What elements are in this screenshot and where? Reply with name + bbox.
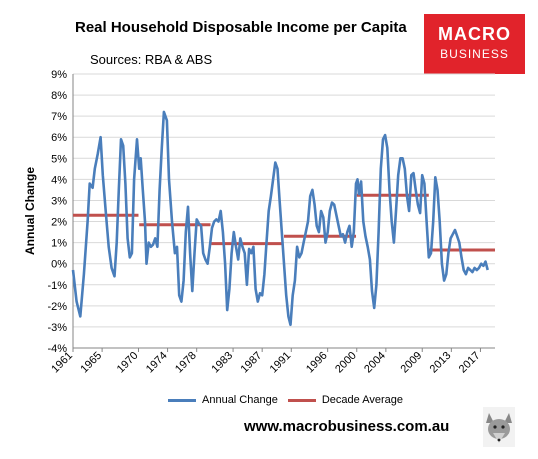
x-tick-label: 1965 bbox=[78, 350, 104, 376]
y-tick-label: 5% bbox=[51, 153, 67, 165]
x-tick-label: 1991 bbox=[268, 350, 294, 376]
y-tick-label: -4% bbox=[47, 343, 67, 355]
chart-subtitle: Sources: RBA & ABS bbox=[90, 52, 213, 67]
x-tick-label: 1974 bbox=[144, 350, 170, 376]
legend-item-annual-change: Annual Change bbox=[168, 394, 278, 406]
y-tick-label: 6% bbox=[51, 132, 67, 144]
x-tick-label: 1983 bbox=[209, 350, 235, 376]
x-tick-label: 1987 bbox=[238, 350, 264, 376]
chart-title: Real Household Disposable Income per Cap… bbox=[75, 19, 407, 36]
legend-label-decade-average: Decade Average bbox=[321, 394, 403, 406]
y-tick-label: 4% bbox=[51, 174, 67, 186]
x-tick-label: 2004 bbox=[362, 350, 388, 376]
y-tick-label: 9% bbox=[51, 69, 67, 81]
fox-mascot-icon bbox=[483, 407, 515, 447]
chart-legend: Annual Change Decade Average bbox=[168, 394, 403, 406]
x-tick-label: 2013 bbox=[428, 350, 454, 376]
x-tick-label: 1996 bbox=[304, 350, 330, 376]
x-tick-label: 2009 bbox=[399, 350, 425, 376]
y-tick-label: 2% bbox=[51, 217, 67, 229]
y-tick-label: -2% bbox=[47, 301, 67, 313]
legend-swatch-annual-change bbox=[168, 398, 196, 402]
legend-label-annual-change: Annual Change bbox=[202, 394, 278, 406]
x-tick-label: 1970 bbox=[115, 350, 141, 376]
website-url: www.macrobusiness.com.au bbox=[244, 418, 450, 435]
annual-change-line bbox=[71, 110, 489, 327]
y-tick-label: 0% bbox=[51, 259, 67, 271]
y-tick-label: 1% bbox=[51, 238, 67, 250]
x-tick-label: 2017 bbox=[457, 350, 483, 376]
y-tick-label: -1% bbox=[47, 280, 67, 292]
y-tick-label: 3% bbox=[51, 195, 67, 207]
logo-line-2: BUSINESS bbox=[440, 47, 509, 61]
y-tick-label: 7% bbox=[51, 111, 67, 123]
legend-item-decade-average: Decade Average bbox=[287, 394, 403, 406]
x-tick-label: 1978 bbox=[173, 350, 199, 376]
x-tick-label: 2000 bbox=[333, 350, 359, 376]
logo-line-1: MACRO bbox=[438, 24, 511, 44]
y-tick-label: 8% bbox=[51, 90, 67, 102]
y-tick-label: -3% bbox=[47, 322, 67, 334]
legend-swatch-decade-average bbox=[287, 398, 316, 402]
macrobusiness-logo: MACRO BUSINESS bbox=[424, 14, 525, 74]
y-axis-title: Annual Change bbox=[23, 167, 37, 255]
